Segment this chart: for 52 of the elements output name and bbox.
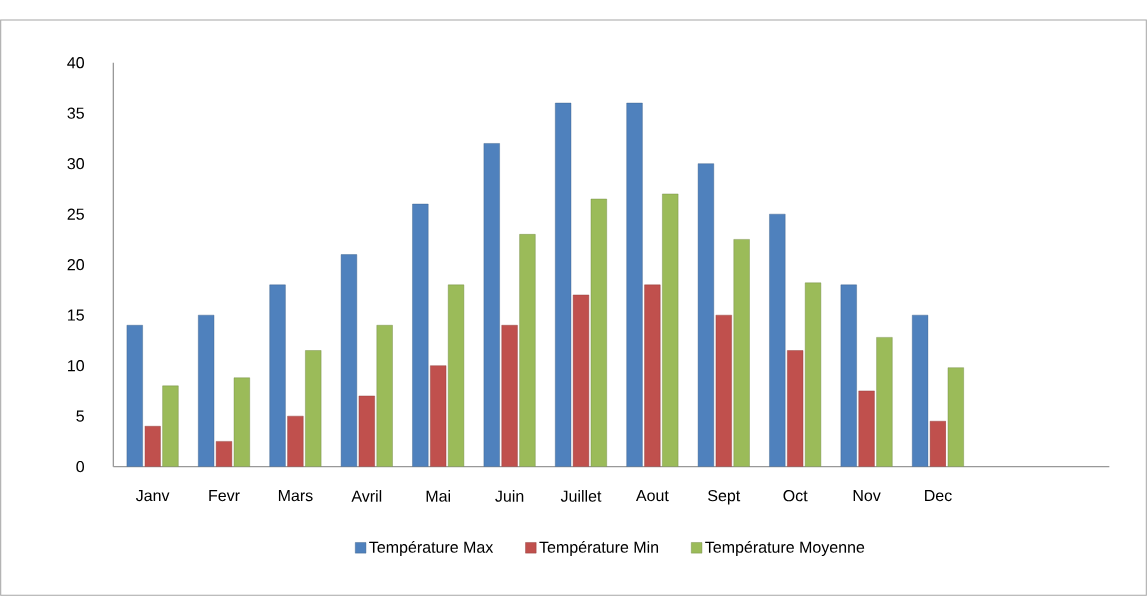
y-tick-label: 40 [67,57,85,69]
bar [804,282,822,467]
legend-label: Température Min [539,540,659,557]
bar [876,337,893,467]
bar [787,350,804,467]
y-tick-label: 15 [68,309,84,321]
bar [644,284,661,467]
legend-label: Température Max [369,540,494,557]
bar [430,365,447,467]
bar [233,377,250,467]
y-tick-label: 10 [68,360,85,372]
y-tick-label: 30 [67,158,85,170]
bar [305,350,322,467]
x-tick-label: Janv [135,490,170,502]
x-tick-label: Oct [783,490,808,502]
y-tick-label: 35 [67,107,84,119]
x-tick-label: Mars [278,490,313,502]
y-tick-label: 20 [67,259,85,271]
x-tick-label: Juillet [560,490,602,502]
bar [715,314,732,467]
bar [162,385,179,467]
legend-label: Température Moyenne [705,540,865,557]
bar [590,198,607,467]
bar [269,284,286,467]
x-tick-label: Fevr [209,490,240,502]
bar [501,325,518,467]
x-tick-label: Aout [635,490,669,502]
bar [144,426,161,467]
y-tick-label: 25 [67,208,84,220]
bar [858,390,875,467]
bar [376,325,393,467]
bar [287,415,304,467]
bar [733,239,750,467]
x-tick-label: Mai [426,490,450,502]
bar [929,421,947,467]
x-tick-label: Juin [495,490,524,502]
bar [662,193,679,467]
y-tick-label: 5 [76,410,84,422]
bar [215,441,233,467]
x-tick-label: Sept [708,490,741,505]
y-tick-label: 0 [76,460,85,473]
bar [947,367,964,467]
bar [448,284,465,467]
bar [412,203,429,467]
x-tick-label: Dec [925,490,952,502]
x-tick-label: Avril [351,490,382,502]
bar [358,395,375,467]
bar [769,213,786,467]
bar [519,234,536,467]
x-tick-label: Nov [853,490,881,502]
bar [572,294,590,467]
bar [626,102,643,467]
